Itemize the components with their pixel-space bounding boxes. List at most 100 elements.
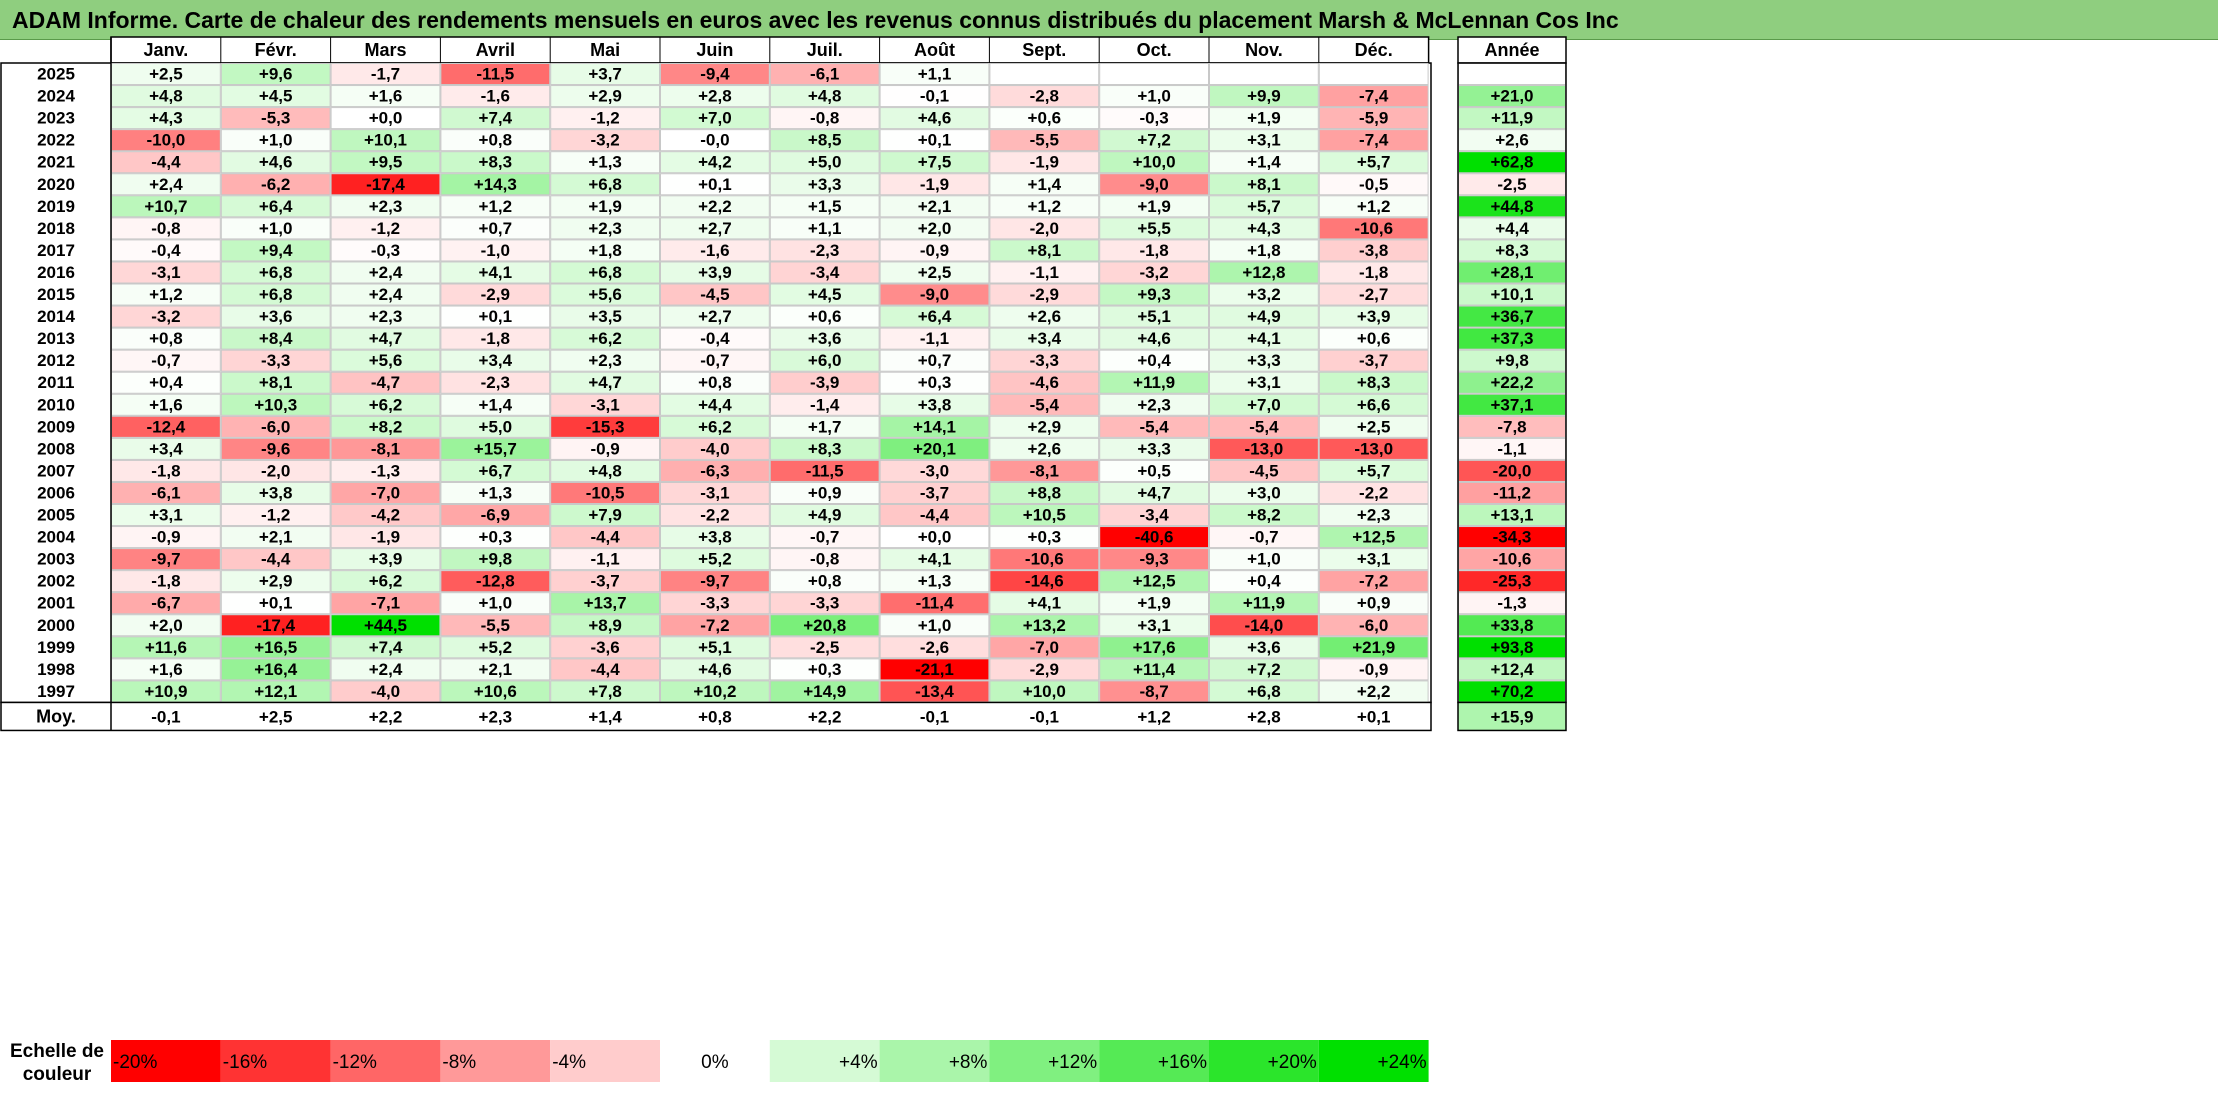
cell-value: -4,4 [590, 660, 620, 679]
heat-cell [440, 415, 551, 438]
heat-cell [1099, 371, 1209, 394]
heat-cell [989, 415, 1100, 438]
cell-value: +17,6 [1133, 638, 1176, 657]
scale-stop-label: +16% [1158, 1052, 1207, 1073]
heat-cell [330, 173, 441, 196]
scale-swatch [879, 1040, 990, 1082]
scale-stop-label: -4% [552, 1052, 586, 1073]
cell-value: -7,1 [371, 594, 400, 613]
heat-cell [1099, 63, 1209, 86]
heat-cell [440, 614, 551, 637]
heat-cell [879, 107, 990, 130]
heat-cell [660, 195, 770, 218]
annual-value: +33,8 [1490, 616, 1533, 635]
cell-value: +2,1 [479, 660, 513, 679]
cell-value: +1,0 [479, 594, 513, 613]
annual-cell [1458, 63, 1566, 86]
cell-value: +1,0 [1137, 87, 1171, 106]
cell-value: -40,6 [1135, 528, 1174, 547]
heat-cell [220, 63, 331, 86]
year-label: 2011 [38, 373, 75, 392]
cell-value: +3,4 [479, 351, 513, 370]
cell-value: +3,4 [1028, 329, 1062, 348]
heat-cell [440, 592, 551, 615]
scale-label-line1: Echelle de [10, 1041, 104, 1062]
heat-cell [1209, 85, 1319, 108]
cell-value: +0,3 [1028, 528, 1062, 547]
annual-value: +22,2 [1490, 373, 1533, 392]
cell-value: -3,0 [920, 461, 949, 480]
heat-cell [440, 526, 551, 549]
heat-cell [989, 504, 1100, 527]
cell-value: +5,0 [479, 417, 513, 436]
heat-cell [330, 283, 441, 306]
cell-value: +10,2 [693, 682, 736, 701]
annual-value: -2,5 [1497, 175, 1526, 194]
cell-value: +3,5 [588, 307, 622, 326]
heat-cell [1099, 217, 1209, 240]
heat-cell [989, 614, 1100, 637]
heat-cell [879, 129, 990, 152]
heat-cell [989, 636, 1100, 659]
cell-value: -10,6 [1354, 219, 1393, 238]
heat-cell [440, 570, 551, 593]
cell-value: -3,8 [1359, 241, 1388, 260]
heat-cell [989, 481, 1100, 505]
cell-value: -0,8 [810, 550, 839, 569]
scale-stop-label: +24% [1377, 1052, 1426, 1073]
cell-value: +0,7 [918, 351, 952, 370]
heat-cell [1099, 283, 1209, 306]
cell-value: +4,2 [698, 153, 732, 172]
heat-cell [440, 63, 551, 86]
cell-value: -5,4 [1249, 417, 1279, 436]
cell-value: -5,9 [1359, 109, 1388, 128]
scale-swatch [1318, 1040, 1429, 1082]
month-header: Janv. [144, 40, 189, 60]
cell-value: +1,6 [149, 395, 183, 414]
cell-value: -1,3 [371, 461, 400, 480]
cell-value: -3,7 [1359, 351, 1388, 370]
average-value: +1,2 [1137, 707, 1171, 726]
year-label: 2022 [37, 131, 75, 150]
heat-cell [1318, 658, 1429, 681]
cell-value: +12,5 [1133, 572, 1176, 591]
heat-cell [879, 415, 990, 438]
heat-cell [1209, 548, 1319, 571]
scale-stop-label: +8% [949, 1052, 988, 1073]
heat-cell [330, 636, 441, 659]
year-label: 2018 [37, 219, 75, 238]
heat-cell [1209, 658, 1319, 681]
heat-cell [220, 481, 331, 505]
heat-cell [1209, 151, 1319, 174]
heat-cell [1209, 614, 1319, 637]
cell-value: +8,1 [1247, 175, 1281, 194]
year-label: 2016 [37, 263, 75, 282]
cell-value: -11,5 [476, 65, 514, 84]
month-header: Nov. [1245, 40, 1283, 60]
cell-value: +4,8 [808, 87, 842, 106]
cell-value: +3,1 [1137, 616, 1171, 635]
heat-cell [989, 261, 1100, 284]
heat-cell [330, 614, 441, 637]
cell-value: +10,9 [144, 682, 187, 701]
cell-value: +3,1 [1357, 550, 1391, 569]
cell-value: -0,9 [151, 528, 180, 547]
cell-value: +1,3 [479, 483, 513, 502]
scale-swatch [330, 1040, 441, 1082]
cell-value: +13,2 [1023, 616, 1066, 635]
heat-cell [330, 459, 441, 482]
month-header: Juin [696, 40, 733, 60]
cell-value: +6,0 [808, 351, 842, 370]
average-annual-value: +15,9 [1490, 707, 1533, 726]
cell-value: -0,7 [700, 351, 729, 370]
heat-cell [660, 283, 770, 306]
average-value: +1,4 [588, 707, 622, 726]
heat-cell [440, 481, 551, 505]
heat-cell [769, 481, 880, 505]
cell-value: -3,7 [920, 483, 949, 502]
year-label: 2019 [37, 197, 75, 216]
heat-cell [660, 570, 770, 593]
cell-value: +3,8 [918, 395, 952, 414]
year-label: 2003 [37, 550, 75, 569]
cell-value: -9,6 [261, 439, 290, 458]
